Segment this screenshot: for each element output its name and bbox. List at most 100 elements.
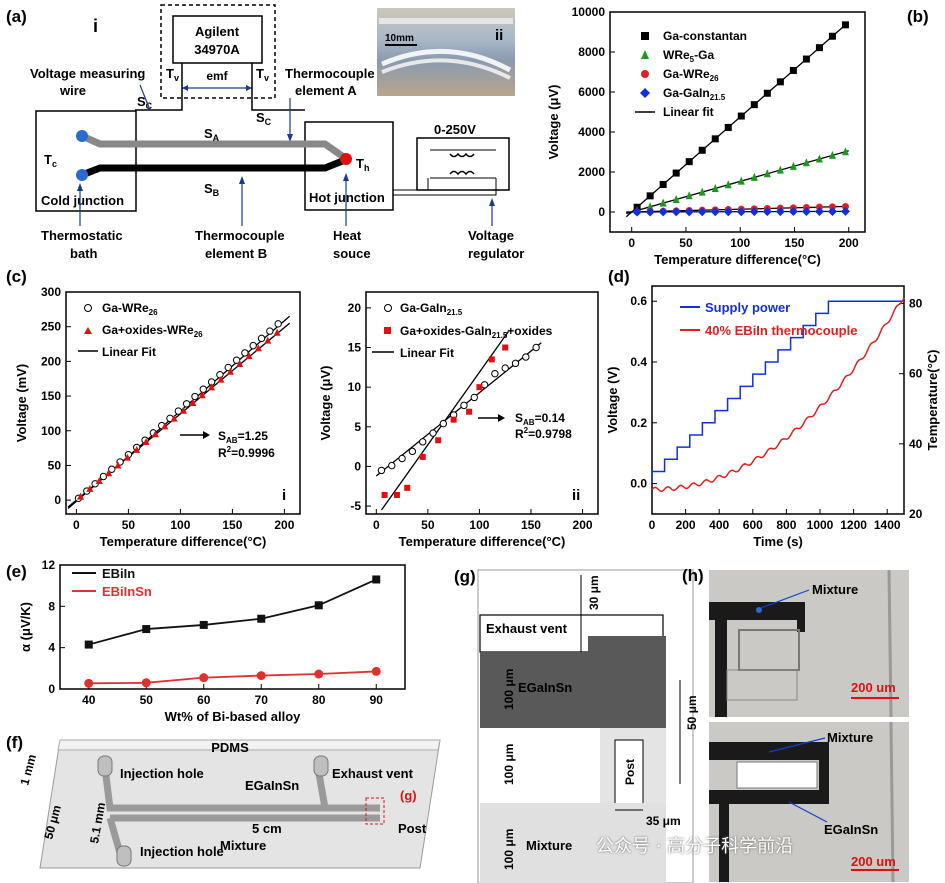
data-point <box>815 154 823 163</box>
y-tick-label: 0.0 <box>630 477 647 491</box>
y-tick-label: 15 <box>348 341 362 355</box>
svg-text:Mixture: Mixture <box>827 730 873 745</box>
data-point <box>646 202 654 211</box>
panel-a-label: (a) <box>6 7 27 26</box>
data-point <box>814 206 824 216</box>
y-axis-label: Voltage (μV) <box>546 85 561 160</box>
x-tick-label: 40 <box>82 693 96 707</box>
svg-text:SA: SA <box>204 126 220 143</box>
svg-text:(g): (g) <box>400 788 417 803</box>
agilent-model: 34970A <box>194 42 240 57</box>
svg-text:100 μm: 100 μm <box>502 829 516 870</box>
data-point <box>377 466 386 475</box>
annotation-arrowhead <box>498 414 505 422</box>
data-point <box>801 207 811 217</box>
data-point <box>435 437 442 444</box>
fit-line <box>626 150 849 215</box>
data-point <box>404 484 411 491</box>
data-point <box>372 575 381 584</box>
legend-marker <box>84 327 92 334</box>
panel-c-ii-sub: ii <box>572 487 580 504</box>
chart-d: (d) 0 200 400 600 800 1000 1200 1400 0.0 0.2 0.4 0.6… <box>605 267 940 549</box>
cold-junction-dot-bottom <box>76 169 88 181</box>
data-point <box>256 671 266 681</box>
legend-entry: Linear Fit <box>400 346 454 360</box>
regulator-box <box>416 137 510 191</box>
y-tick-label: 4000 <box>578 125 605 139</box>
x-tick-label: 50 <box>421 518 435 532</box>
data-point <box>763 169 771 178</box>
data-point <box>841 21 849 29</box>
data-point <box>698 146 706 154</box>
svg-text:Tv: Tv <box>256 66 269 83</box>
data-point <box>257 614 266 623</box>
y-tick-label: 10 <box>348 380 362 394</box>
svg-text:souce: souce <box>333 246 371 261</box>
svg-text:SB: SB <box>204 181 220 198</box>
data-point <box>749 207 759 217</box>
data-point <box>750 101 758 109</box>
wire-photo: 10mm ii <box>377 8 515 96</box>
panel-f-diagram: (f) PDMS Injection hole Injection hole E… <box>6 733 441 869</box>
data-point <box>763 89 771 97</box>
data-point <box>95 477 103 485</box>
svg-text:35 μm: 35 μm <box>646 814 681 828</box>
data-point <box>86 484 94 492</box>
plot-frame <box>59 564 406 690</box>
y-tick-label: 0.2 <box>630 416 647 430</box>
y2-tick-label: 20 <box>909 507 923 521</box>
svg-text:element A: element A <box>295 83 357 98</box>
svg-text:Injection hole: Injection hole <box>140 844 224 859</box>
y2-tick-label: 40 <box>909 437 923 451</box>
series-line <box>88 578 377 646</box>
annotation-arrowhead <box>203 431 210 439</box>
svg-text:EGaInSn: EGaInSn <box>245 778 299 793</box>
data-point <box>273 328 281 336</box>
data-point <box>775 207 785 217</box>
data-point <box>522 353 530 361</box>
data-point <box>737 176 745 185</box>
svg-text:EGaInSn: EGaInSn <box>518 680 572 695</box>
data-point <box>646 192 654 200</box>
svg-text:element B: element B <box>205 246 267 261</box>
y-tick-label: 4 <box>48 641 55 655</box>
svg-text:30 μm: 30 μm <box>587 575 601 610</box>
x-tick-label: 100 <box>730 236 750 250</box>
plot-frame <box>65 291 301 515</box>
data-point <box>429 429 437 437</box>
panel-a-sub-i: i <box>93 16 98 36</box>
data-point <box>710 207 720 217</box>
data-point <box>802 158 810 167</box>
annotation-r2: R2=0.9996 <box>218 445 275 460</box>
svg-text:bath: bath <box>70 246 98 261</box>
x-tick-label: 600 <box>743 518 763 532</box>
data-point <box>189 399 197 406</box>
emf-label: emf <box>206 69 228 83</box>
data-point <box>208 383 216 391</box>
data-point <box>723 207 733 217</box>
data-point <box>641 50 649 59</box>
legend-entry: Supply power <box>705 300 790 315</box>
data-point <box>199 673 209 683</box>
legend-entry: EBiInSn <box>102 584 152 599</box>
data-point <box>142 438 150 446</box>
plot-frame <box>651 285 905 515</box>
data-point <box>266 327 274 335</box>
y-tick-label: 50 <box>48 458 62 472</box>
micrograph-top: Mixture 200 um <box>709 570 909 717</box>
y-tick-label: 8 <box>48 599 55 613</box>
chart-b: (b)0 50 100 150 2000200040006000800010000Tem… <box>546 5 929 267</box>
x-axis-label: Temperature difference(°C) <box>399 534 566 549</box>
data-point <box>659 198 667 207</box>
data-point <box>532 343 540 352</box>
chart-c-i: (c) 0 50 100 150 200 0 50 100 150 200 250 300 Tempera… <box>6 267 301 549</box>
legend-entry: Ga-GaIn21.5 <box>400 301 463 317</box>
plot-frame <box>609 11 866 233</box>
y-tick-label: -5 <box>350 499 361 513</box>
data-point <box>123 453 131 461</box>
panel-c-i-sub: i <box>282 487 286 504</box>
data-point <box>488 356 495 363</box>
data-point <box>274 320 282 328</box>
y2-axis-label: Temperature(°C) <box>925 349 940 450</box>
y-tick-label: 0 <box>48 682 55 696</box>
